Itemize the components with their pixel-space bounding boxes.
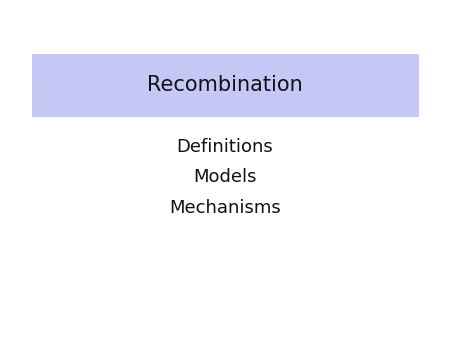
Text: Models: Models: [193, 168, 257, 187]
Text: Mechanisms: Mechanisms: [169, 199, 281, 217]
Text: Definitions: Definitions: [176, 138, 274, 156]
Text: Recombination: Recombination: [147, 75, 303, 95]
FancyBboxPatch shape: [32, 54, 419, 117]
